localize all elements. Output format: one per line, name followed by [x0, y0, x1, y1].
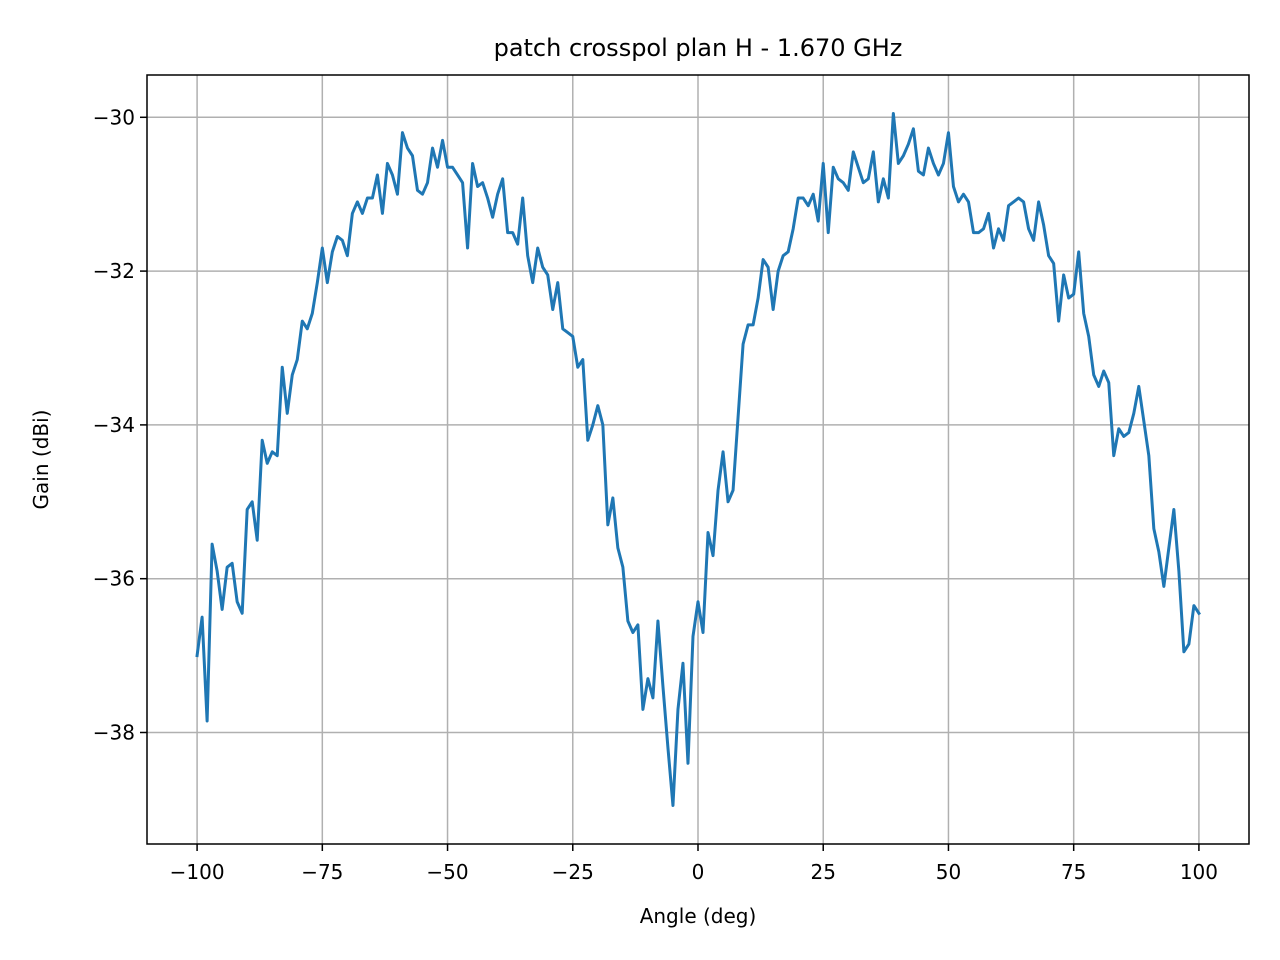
y-tick-label: −38	[93, 720, 135, 744]
series-line-0	[195, 111, 1201, 808]
x-axis-ticks: −100 −75 −50 −25 0 25 50 75 100	[170, 844, 1218, 884]
y-axis-ticks: −30 −32 −34 −36 −38	[93, 105, 147, 744]
series-layer	[195, 111, 1201, 808]
x-tick-label: −50	[426, 860, 468, 884]
x-tick-label: 25	[811, 860, 836, 884]
x-axis-label: Angle (deg)	[640, 904, 757, 928]
y-axis-label: Gain (dBi)	[29, 410, 53, 510]
y-tick-label: −36	[93, 567, 135, 591]
x-tick-label: −100	[170, 860, 225, 884]
x-tick-label: 100	[1180, 860, 1218, 884]
x-tick-label: −75	[301, 860, 343, 884]
y-tick-label: −30	[93, 105, 135, 129]
y-tick-label: −32	[93, 259, 135, 283]
x-tick-label: 75	[1061, 860, 1086, 884]
x-tick-label: −25	[552, 860, 594, 884]
chart-title: patch crosspol plan H - 1.670 GHz	[494, 34, 903, 62]
x-tick-label: 0	[692, 860, 705, 884]
x-tick-label: 50	[936, 860, 961, 884]
y-tick-label: −34	[93, 413, 135, 437]
